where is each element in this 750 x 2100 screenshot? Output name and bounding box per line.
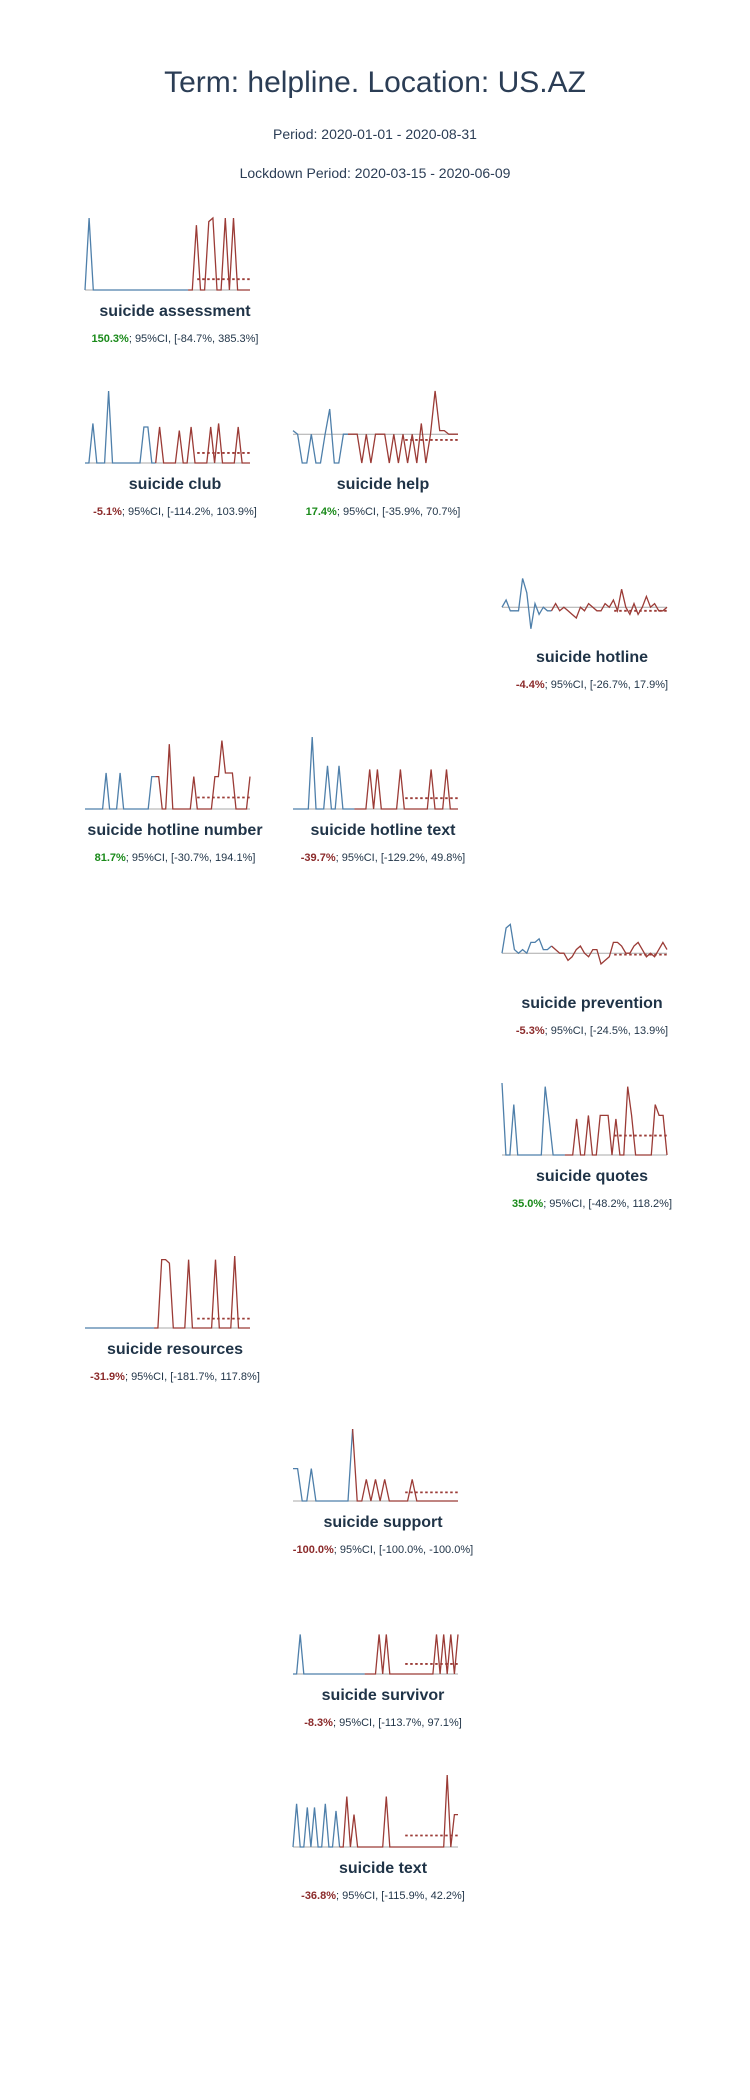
change-statistic: 35.0%; 95%CI, [-48.2%, 118.2%] bbox=[472, 1198, 712, 1210]
percent-change-value: -36.8% bbox=[301, 1890, 337, 1902]
change-statistic: -36.8%; 95%CI, [-115.9%, 42.2%] bbox=[263, 1890, 503, 1902]
pre-lockdown-series-line bbox=[293, 1634, 365, 1675]
sparkline-chart bbox=[293, 1428, 458, 1502]
lockdown-series-line bbox=[351, 1428, 458, 1502]
percent-change-value: -39.7% bbox=[300, 852, 336, 864]
percent-change-value: 35.0% bbox=[511, 1198, 544, 1210]
pre-lockdown-series-line bbox=[501, 923, 552, 955]
lockdown-series-line bbox=[154, 1255, 250, 1329]
pre-lockdown-series-line bbox=[85, 772, 156, 810]
lockdown-series-line bbox=[551, 941, 668, 966]
confidence-interval-text: ; 95%CI, [-115.9%, 42.2%] bbox=[336, 1890, 465, 1902]
change-statistic: -100.0%; 95%CI, [-100.0%, -100.0%] bbox=[263, 1544, 503, 1556]
sparkline-chart bbox=[293, 736, 458, 810]
lockdown-series-line bbox=[564, 1086, 668, 1156]
confidence-interval-text: ; 95%CI, [-84.7%, 385.3%] bbox=[128, 333, 259, 345]
pre-lockdown-series-line bbox=[292, 1803, 341, 1848]
percent-change-value: -31.9% bbox=[90, 1371, 125, 1383]
sparkline-chart bbox=[85, 740, 251, 810]
confidence-interval-text: ; 95%CI, [-100.0%, -100.0%] bbox=[333, 1544, 474, 1556]
lockdown-series-line bbox=[155, 423, 250, 464]
change-statistic: 150.3%; 95%CI, [-84.7%, 385.3%] bbox=[55, 333, 295, 345]
lockdown-series-line bbox=[354, 769, 458, 810]
percent-change-value: -5.3% bbox=[515, 1025, 545, 1037]
term-label: suicide support bbox=[323, 1514, 443, 1531]
lockdown-series-line bbox=[550, 589, 668, 620]
sparkline-chart bbox=[501, 923, 668, 966]
pre-lockdown-series-line bbox=[293, 736, 355, 810]
term-label: suicide help bbox=[336, 476, 430, 493]
percent-change-value: 17.4% bbox=[305, 506, 337, 518]
sparkline-chart bbox=[84, 216, 250, 291]
change-statistic: -5.1%; 95%CI, [-114.2%, 103.9%] bbox=[55, 506, 295, 518]
term-label: suicide hotline text bbox=[310, 822, 456, 839]
term-label: suicide text bbox=[338, 1860, 428, 1877]
pre-lockdown-series-line bbox=[85, 390, 156, 464]
change-statistic: -8.3%; 95%CI, [-113.7%, 97.1%] bbox=[263, 1717, 503, 1729]
confidence-interval-text: ; 95%CI, [-48.2%, 118.2%] bbox=[543, 1198, 672, 1210]
term-label: suicide assessment bbox=[99, 303, 251, 320]
lockdown-series-line bbox=[339, 1774, 458, 1848]
pre-lockdown-series-line bbox=[84, 217, 189, 291]
sparkline-chart bbox=[85, 1255, 250, 1329]
lockdown-series-line bbox=[364, 1634, 459, 1675]
lockdown-series-line bbox=[348, 390, 458, 464]
change-statistic: -4.4%; 95%CI, [-26.7%, 17.9%] bbox=[472, 679, 712, 691]
term-label: suicide prevention bbox=[521, 995, 663, 1012]
pre-lockdown-series-line bbox=[501, 578, 552, 629]
percent-change-value: 81.7% bbox=[94, 852, 126, 864]
confidence-interval-text: ; 95%CI, [-30.7%, 194.1%] bbox=[125, 852, 256, 864]
sparkline-chart bbox=[293, 1634, 459, 1675]
sparkline-chart bbox=[292, 1774, 458, 1848]
percent-change-value: -100.0% bbox=[292, 1544, 334, 1556]
term-label: suicide hotline bbox=[535, 649, 648, 666]
sparkline-chart bbox=[85, 390, 250, 464]
lockdown-series-line bbox=[188, 216, 250, 291]
sparkline-chart bbox=[292, 390, 458, 464]
term-label: suicide hotline number bbox=[87, 822, 263, 839]
percent-change-value: -5.1% bbox=[93, 506, 122, 518]
confidence-interval-text: ; 95%CI, [-129.2%, 49.8%] bbox=[335, 852, 466, 864]
period-label: Period: 2020-01-01 - 2020-08-31 bbox=[273, 126, 477, 142]
confidence-interval-text: ; 95%CI, [-35.9%, 70.7%] bbox=[336, 506, 461, 518]
sparkline-chart bbox=[501, 578, 668, 629]
pre-lockdown-series-line bbox=[501, 1082, 565, 1156]
pre-lockdown-series-line bbox=[293, 1428, 354, 1502]
percent-change-value: 150.3% bbox=[91, 333, 129, 345]
pre-lockdown-series-line bbox=[292, 408, 348, 464]
percent-change-value: -8.3% bbox=[304, 1717, 333, 1729]
sparkline-chart bbox=[501, 1082, 668, 1156]
change-statistic: -31.9%; 95%CI, [-181.7%, 117.8%] bbox=[55, 1371, 295, 1383]
change-statistic: 81.7%; 95%CI, [-30.7%, 194.1%] bbox=[55, 852, 295, 864]
confidence-interval-text: ; 95%CI, [-114.2%, 103.9%] bbox=[121, 506, 257, 518]
lockdown-series-line bbox=[155, 740, 251, 810]
term-label: suicide resources bbox=[106, 1341, 244, 1358]
confidence-interval-text: ; 95%CI, [-181.7%, 117.8%] bbox=[124, 1371, 260, 1383]
page-title: Term: helpline. Location: US.AZ bbox=[164, 66, 586, 99]
confidence-interval-text: ; 95%CI, [-26.7%, 17.9%] bbox=[544, 679, 669, 691]
confidence-interval-text: ; 95%CI, [-113.7%, 97.1%] bbox=[332, 1717, 462, 1729]
percent-change-value: -4.4% bbox=[515, 679, 545, 691]
change-statistic: -39.7%; 95%CI, [-129.2%, 49.8%] bbox=[263, 852, 503, 864]
change-statistic: 17.4%; 95%CI, [-35.9%, 70.7%] bbox=[263, 506, 503, 518]
confidence-interval-text: ; 95%CI, [-24.5%, 13.9%] bbox=[544, 1025, 669, 1037]
lockdown-period-label: Lockdown Period: 2020-03-15 - 2020-06-09 bbox=[239, 165, 511, 181]
term-label: suicide quotes bbox=[535, 1168, 649, 1185]
change-statistic: -5.3%; 95%CI, [-24.5%, 13.9%] bbox=[472, 1025, 712, 1037]
term-label: suicide club bbox=[128, 476, 222, 493]
term-label: suicide survivor bbox=[321, 1687, 445, 1704]
